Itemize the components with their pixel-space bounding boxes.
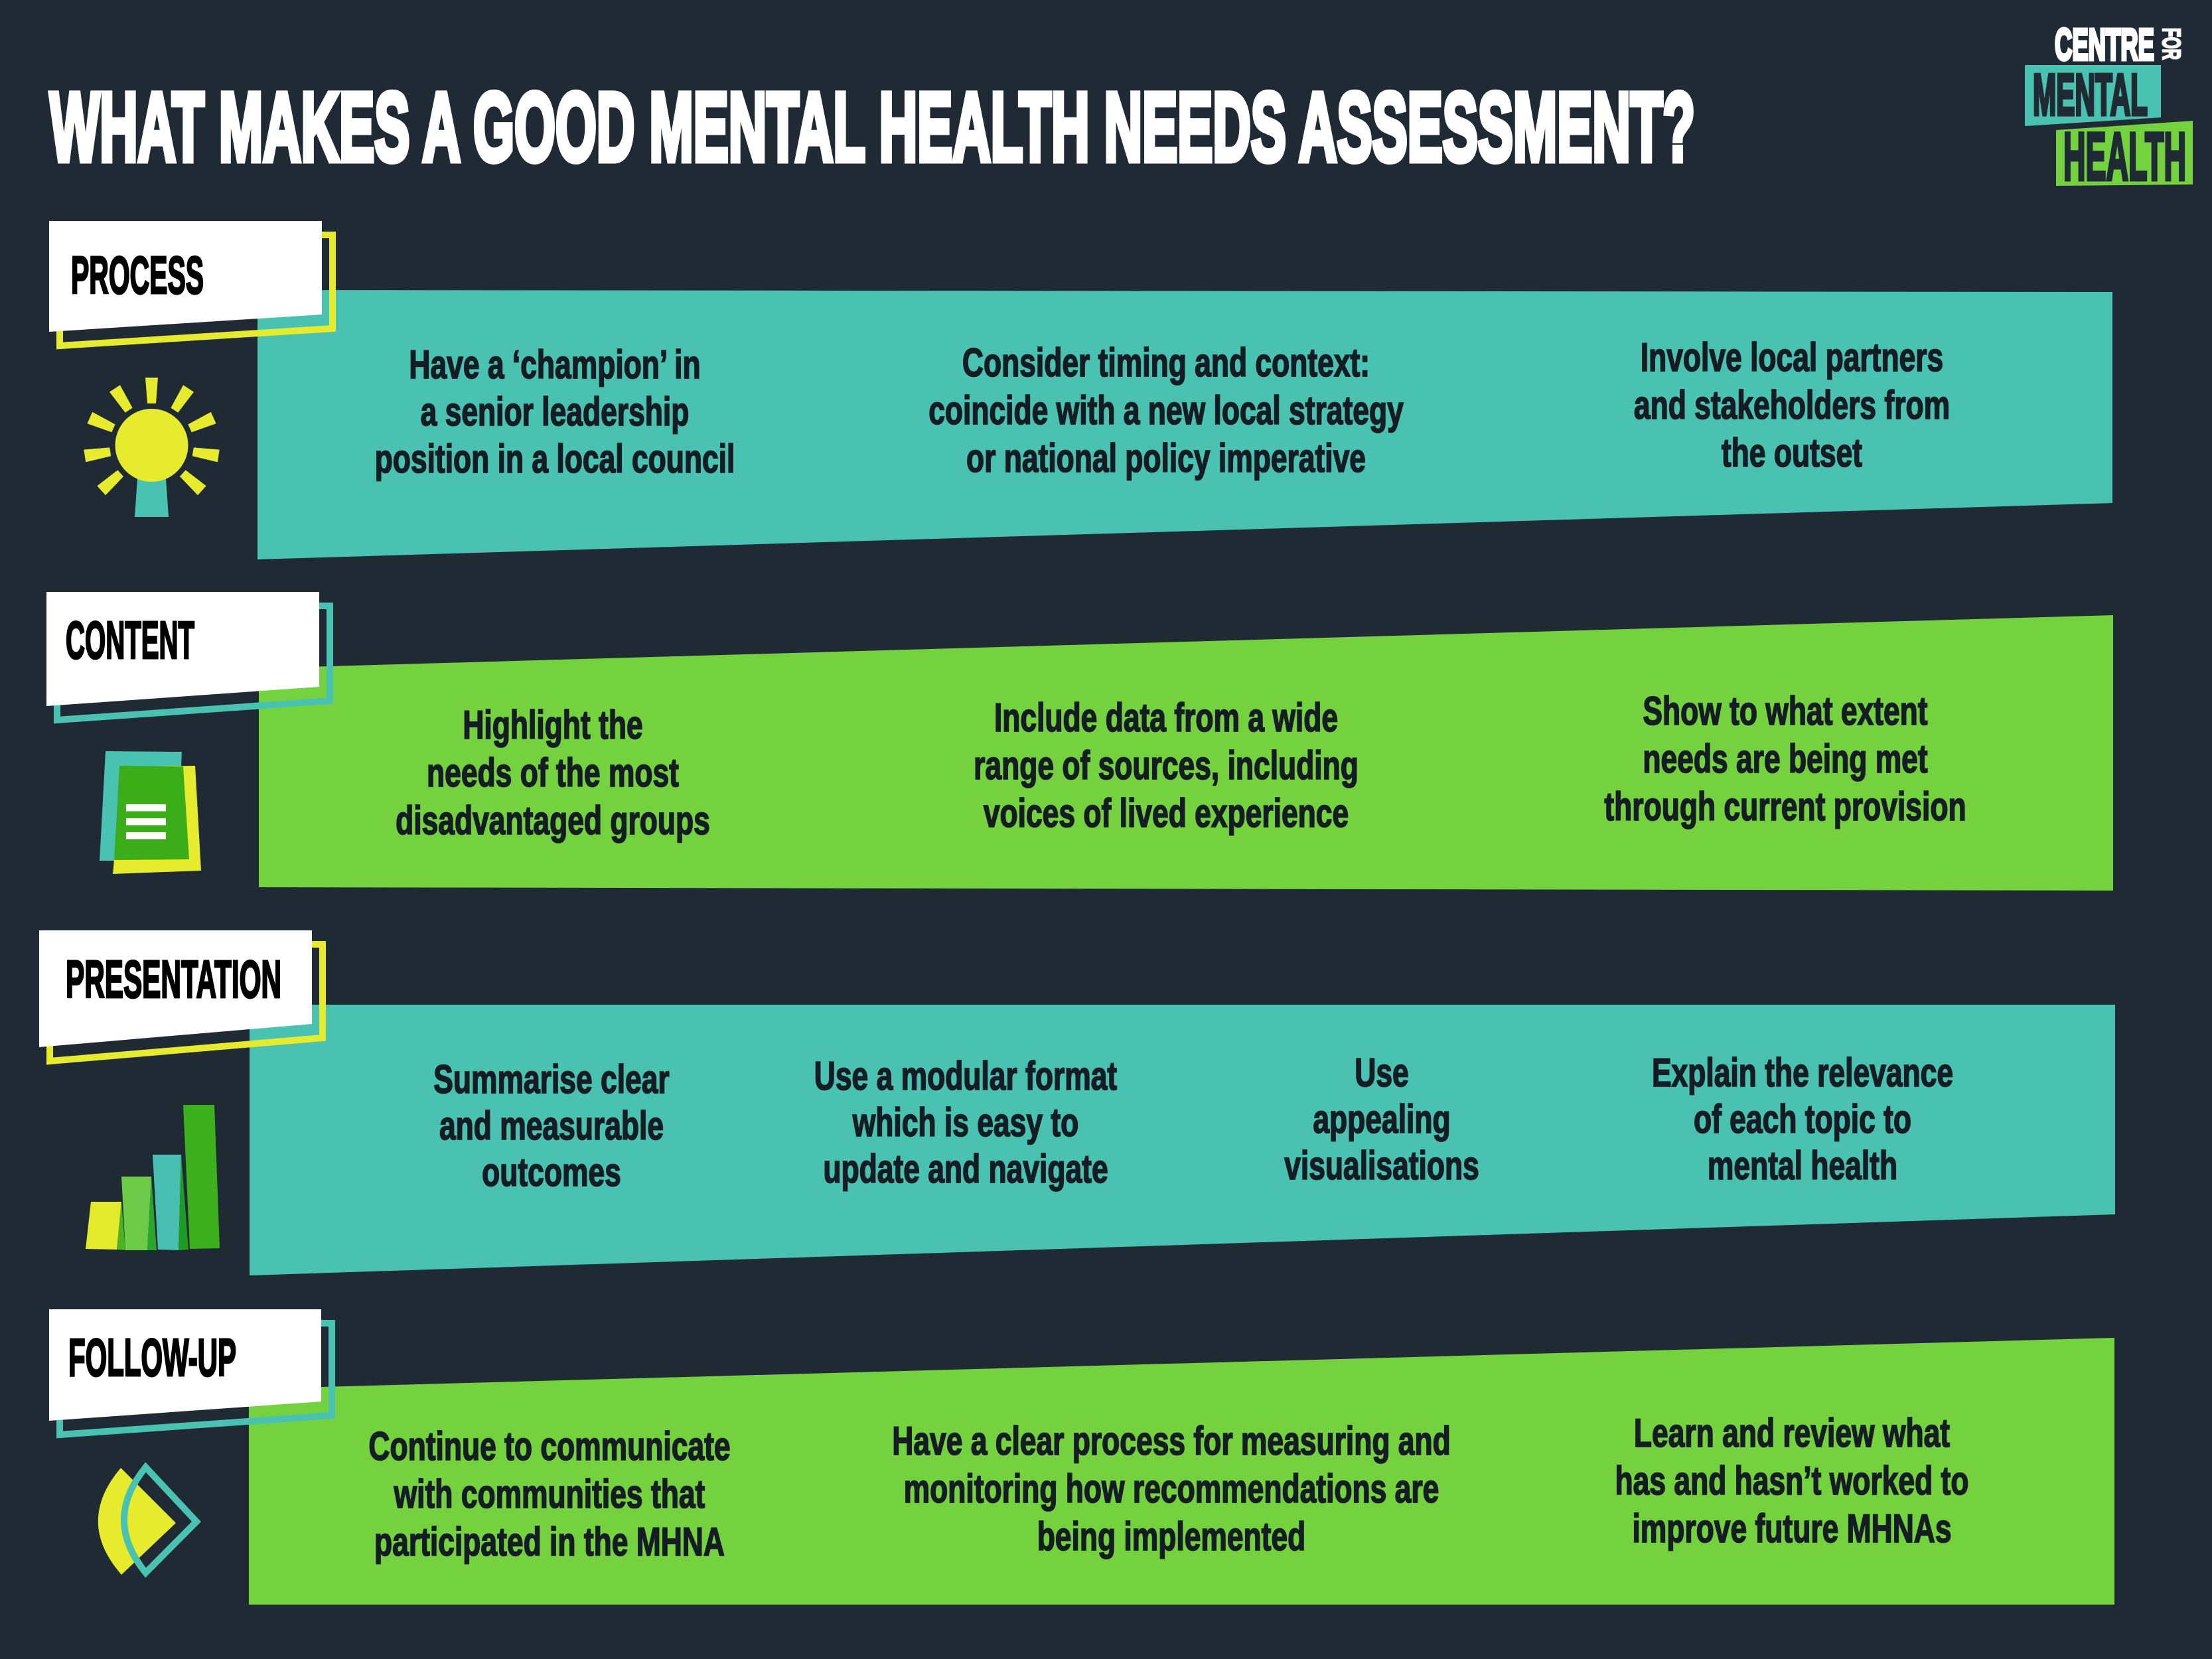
svg-text:CONTENT: CONTENT xyxy=(66,611,194,670)
svg-text:needs are being met: needs are being met xyxy=(1643,737,1927,781)
svg-text:range of sources, including: range of sources, including xyxy=(974,743,1359,788)
svg-text:Involve local partners: Involve local partners xyxy=(1641,335,1944,380)
svg-text:with communities that: with communities that xyxy=(394,1472,705,1516)
svg-text:Have a clear process for measu: Have a clear process for measuring and xyxy=(892,1419,1451,1463)
svg-text:has and hasn’t worked to: has and hasn’t worked to xyxy=(1615,1459,1969,1503)
svg-text:PROCESS: PROCESS xyxy=(71,246,204,305)
svg-text:the outset: the outset xyxy=(1722,431,1862,475)
svg-text:outcomes: outcomes xyxy=(482,1150,621,1194)
svg-text:through current provision: through current provision xyxy=(1604,784,1966,829)
svg-text:needs of the most: needs of the most xyxy=(427,751,679,795)
svg-text:of each topic to: of each topic to xyxy=(1694,1097,1911,1141)
svg-text:a senior leadership: a senior leadership xyxy=(421,390,690,434)
svg-text:disadvantaged groups: disadvantaged groups xyxy=(396,798,710,843)
svg-text:and measurable: and measurable xyxy=(439,1104,664,1148)
svg-text:WHAT MAKES A GOOD MENTAL HEALT: WHAT MAKES A GOOD MENTAL HEALTH NEEDS AS… xyxy=(50,73,1695,182)
svg-text:Highlight the: Highlight the xyxy=(463,703,642,747)
svg-text:participated in the MHNA: participated in the MHNA xyxy=(374,1520,725,1564)
svg-text:improve future MHNAs: improve future MHNAs xyxy=(1632,1506,1951,1551)
svg-text:Summarise clear: Summarise clear xyxy=(433,1057,669,1102)
svg-text:FOLLOW-UP: FOLLOW-UP xyxy=(68,1328,236,1387)
svg-text:Continue to communicate: Continue to communicate xyxy=(368,1424,730,1469)
svg-text:update and navigate: update and navigate xyxy=(823,1147,1108,1191)
svg-text:PRESENTATION: PRESENTATION xyxy=(66,950,281,1009)
svg-text:visualisations: visualisations xyxy=(1284,1143,1479,1188)
svg-text:which is easy to: which is easy to xyxy=(852,1100,1078,1145)
svg-text:Use: Use xyxy=(1355,1050,1409,1095)
svg-text:Have a ‘champion’ in: Have a ‘champion’ in xyxy=(409,342,700,387)
svg-text:Show to what extent: Show to what extent xyxy=(1643,689,1927,733)
svg-text:Explain the relevance: Explain the relevance xyxy=(1652,1050,1953,1095)
svg-text:Use a modular format: Use a modular format xyxy=(814,1054,1117,1098)
svg-text:Include data from a wide: Include data from a wide xyxy=(994,695,1338,740)
svg-text:coincide with a new local stra: coincide with a new local strategy xyxy=(928,388,1404,433)
svg-text:Consider timing and context:: Consider timing and context: xyxy=(962,340,1370,385)
svg-text:being implemented: being implemented xyxy=(1037,1514,1306,1559)
svg-text:HEALTH: HEALTH xyxy=(2063,119,2186,194)
svg-text:voices of lived experience: voices of lived experience xyxy=(984,791,1349,835)
svg-text:position in a local council: position in a local council xyxy=(375,437,735,481)
svg-text:mental health: mental health xyxy=(1708,1143,1897,1188)
svg-text:monitoring how recommendations: monitoring how recommendations are xyxy=(904,1467,1439,1511)
svg-text:and stakeholders from: and stakeholders from xyxy=(1634,383,1950,427)
svg-text:or national policy imperative: or national policy imperative xyxy=(966,436,1366,480)
svg-text:Learn and review what: Learn and review what xyxy=(1634,1411,1950,1455)
svg-text:CENTRE: CENTRE xyxy=(2055,20,2154,70)
svg-text:MENTAL: MENTAL xyxy=(2033,62,2148,127)
svg-text:appealing: appealing xyxy=(1313,1097,1450,1141)
svg-text:FOR: FOR xyxy=(2157,28,2185,60)
